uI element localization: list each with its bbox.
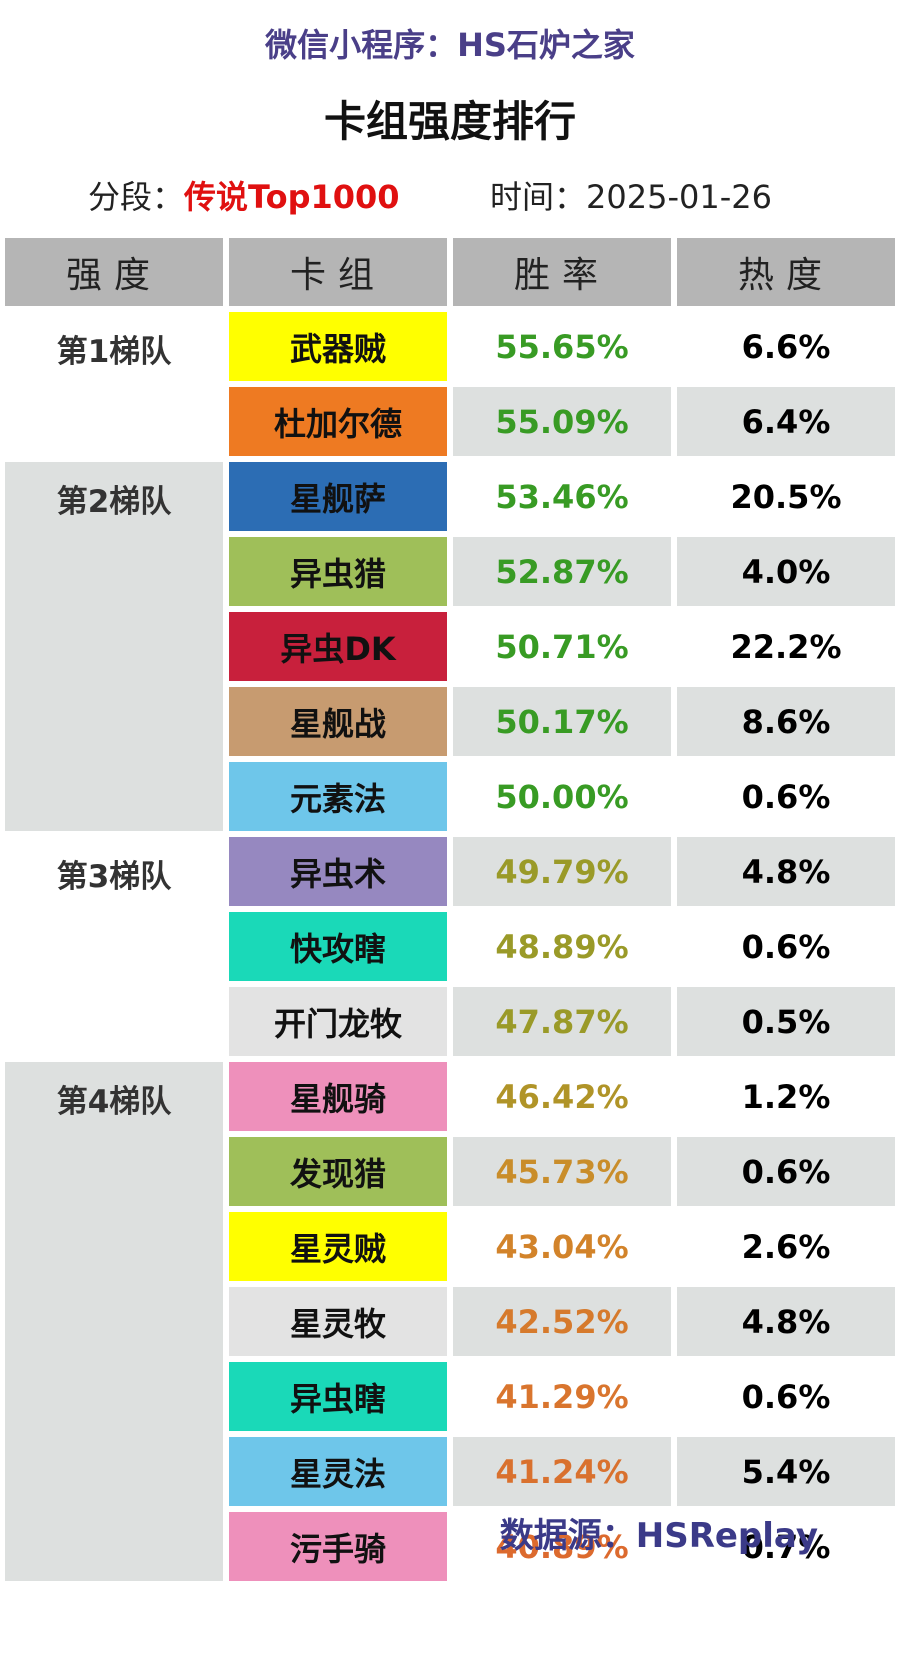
deck-name-cell: 异虫瞎	[229, 1362, 447, 1431]
deck-name-cell: 武器贼	[229, 312, 447, 381]
segment-info: 分段：传说Top1000	[88, 172, 400, 218]
winrate-cell: 55.09%	[453, 387, 671, 456]
column-header-tier: 强度	[5, 238, 223, 306]
data-source: 数据源：HSReplay	[499, 1516, 818, 1556]
tier-label: 第4梯队	[5, 1062, 223, 1581]
winrate-cell: 55.65%	[495, 327, 629, 366]
popularity-cell: 4.0%	[677, 537, 895, 606]
popularity-cell: 0.5%	[677, 987, 895, 1056]
mini-program-source: 微信小程序：HS石炉之家	[265, 26, 635, 64]
popularity-cell: 6.6%	[741, 327, 831, 366]
deck-name-cell: 开门龙牧	[229, 987, 447, 1056]
winrate-cell: 40.89%	[495, 1527, 629, 1566]
winrate-cell: 50.71%	[495, 627, 629, 666]
winrate-cell: 50.00%	[495, 777, 629, 816]
popularity-cell: 8.6%	[677, 687, 895, 756]
popularity-cell: 4.8%	[677, 1287, 895, 1356]
column-header-winrate: 胜率	[453, 238, 671, 306]
deck-name-cell: 元素法	[229, 762, 447, 831]
winrate-cell: 53.46%	[495, 477, 629, 516]
popularity-cell: 5.4%	[677, 1437, 895, 1506]
date-label: 时间：	[490, 178, 587, 216]
popularity-cell: 4.8%	[677, 837, 895, 906]
winrate-cell: 48.89%	[495, 927, 629, 966]
deck-name-cell: 星灵贼	[229, 1212, 447, 1281]
deck-name-cell: 异虫猎	[229, 537, 447, 606]
column-header-deck: 卡组	[229, 238, 447, 306]
winrate-cell: 41.24%	[453, 1437, 671, 1506]
popularity-cell: 1.2%	[741, 1077, 831, 1116]
segment-value: 传说Top1000	[184, 178, 400, 216]
winrate-cell: 47.87%	[453, 987, 671, 1056]
popularity-cell: 22.2%	[730, 627, 842, 666]
winrate-cell: 45.73%	[453, 1137, 671, 1206]
deck-name-cell: 星灵法	[229, 1437, 447, 1506]
popularity-cell: 2.6%	[741, 1227, 831, 1266]
date-info: 时间：2025-01-26	[490, 172, 772, 218]
deck-name-cell: 星灵牧	[229, 1287, 447, 1356]
popularity-cell: 0.6%	[741, 927, 831, 966]
winrate-cell: 43.04%	[495, 1227, 629, 1266]
popularity-cell: 20.5%	[730, 477, 842, 516]
popularity-cell: 6.4%	[677, 387, 895, 456]
deck-name-cell: 杜加尔德	[229, 387, 447, 456]
winrate-cell: 52.87%	[453, 537, 671, 606]
deck-name-cell: 星舰骑	[229, 1062, 447, 1131]
page-title: 卡组强度排行	[323, 97, 576, 146]
deck-name-cell: 异虫术	[229, 837, 447, 906]
date-value: 2025-01-26	[586, 178, 772, 216]
winrate-cell: 41.29%	[495, 1377, 629, 1416]
tier-label: 第2梯队	[5, 462, 223, 831]
tier-label: 第1梯队	[56, 334, 172, 370]
column-header-popularity: 热度	[677, 238, 895, 306]
deck-name-cell: 污手骑	[229, 1512, 447, 1581]
winrate-cell: 46.42%	[495, 1077, 629, 1116]
winrate-cell: 50.17%	[453, 687, 671, 756]
deck-name-cell: 星舰萨	[229, 462, 447, 531]
popularity-cell: 0.6%	[741, 777, 831, 816]
deck-name-cell: 发现猎	[229, 1137, 447, 1206]
tier-label: 第3梯队	[56, 859, 172, 895]
popularity-cell: 0.7%	[741, 1527, 831, 1566]
deck-ranking-table: 强度 卡组 胜率 热度 第1梯队第2梯队第3梯队第4梯队 武器贼 55.65% 6.6…	[5, 238, 895, 1581]
deck-name-cell: 快攻瞎	[229, 912, 447, 981]
deck-name-cell: 异虫DK	[229, 612, 447, 681]
segment-label: 分段：	[88, 178, 185, 216]
popularity-cell: 0.6%	[677, 1137, 895, 1206]
winrate-cell: 42.52%	[453, 1287, 671, 1356]
deck-name-cell: 星舰战	[229, 687, 447, 756]
popularity-cell: 0.6%	[741, 1377, 831, 1416]
winrate-cell: 49.79%	[453, 837, 671, 906]
